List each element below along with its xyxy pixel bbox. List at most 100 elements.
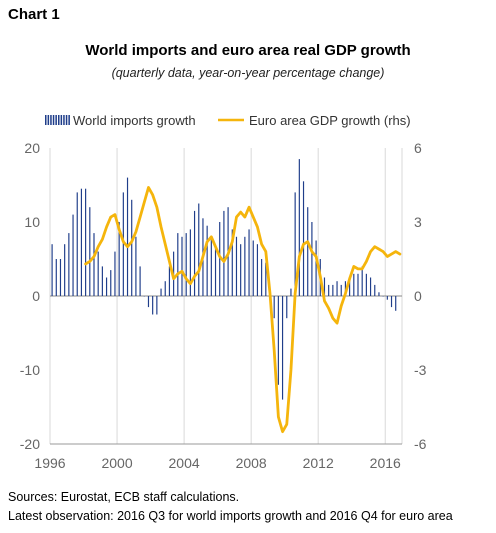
tick-labels: 20 10 0 -10 -20 6 3 0 -3 -6 1996 2000 2004 2008 2012 20…	[20, 140, 427, 471]
imports-bar	[214, 247, 217, 296]
imports-bar	[97, 251, 99, 296]
imports-bar	[198, 203, 200, 296]
legend-label-imports: World imports growth	[73, 113, 196, 128]
imports-bar	[261, 259, 263, 296]
imports-bar	[395, 296, 397, 311]
footer-note: Latest observation: 2016 Q3 for world im…	[8, 509, 453, 523]
legend-swatch-bar	[60, 115, 63, 125]
imports-bar	[302, 181, 305, 296]
imports-bar	[139, 266, 141, 296]
gdp-line-series	[84, 186, 402, 434]
imports-bar	[240, 244, 242, 296]
imports-bar	[336, 281, 338, 296]
imports-bar	[277, 296, 279, 385]
imports-bar	[315, 240, 317, 296]
imports-bar	[68, 233, 70, 296]
imports-bar	[185, 233, 187, 296]
imports-bar	[390, 296, 393, 308]
imports-bar	[93, 233, 95, 296]
imports-bar	[273, 296, 275, 319]
imports-bar	[51, 244, 53, 296]
imports-bar	[365, 273, 367, 296]
x-tick-label: 2004	[169, 455, 200, 471]
imports-bar	[143, 296, 145, 297]
footer-sources: Sources: Eurostat, ECB staff calculation…	[8, 490, 240, 504]
imports-bar	[219, 222, 221, 296]
legend-swatch-imports	[45, 115, 70, 125]
imports-bar	[118, 222, 120, 296]
imports-bar	[231, 229, 233, 296]
legend: World imports growth Euro area GDP growt…	[45, 113, 411, 128]
imports-bar	[235, 236, 238, 296]
legend-swatch-bar	[55, 115, 57, 125]
imports-bar	[369, 277, 372, 296]
legend-swatch-bar	[50, 115, 52, 125]
imports-bar	[168, 266, 171, 296]
imports-bar	[378, 292, 380, 296]
imports-bar	[332, 284, 334, 296]
imports-bar	[147, 296, 150, 308]
x-tick-label: 2000	[101, 455, 132, 471]
imports-bar	[294, 192, 296, 296]
y-tick-label-left: 10	[24, 214, 40, 230]
imports-bar	[160, 288, 162, 296]
legend-swatch-bar	[65, 115, 68, 125]
x-tick-label: 2008	[236, 455, 267, 471]
y-tick-label-left: 0	[32, 288, 40, 304]
legend-swatch-bar	[68, 115, 70, 125]
imports-bar	[256, 244, 259, 296]
imports-bar	[110, 270, 112, 296]
imports-bar	[164, 281, 166, 296]
imports-bar	[89, 207, 91, 296]
legend-item-gdp: Euro area GDP growth (rhs)	[218, 113, 411, 128]
imports-bar	[386, 296, 388, 300]
imports-bar	[361, 266, 363, 296]
x-tick-label: 2012	[303, 455, 334, 471]
imports-bar	[131, 199, 133, 296]
imports-bar	[223, 210, 225, 296]
imports-bar	[353, 273, 355, 296]
imports-bar	[55, 259, 57, 296]
y-tick-label-right: -6	[414, 436, 427, 452]
imports-bar	[328, 284, 330, 296]
legend-swatch-bar	[52, 115, 55, 125]
footer: Sources: Eurostat, ECB staff calculation…	[8, 488, 453, 526]
imports-bar	[177, 233, 179, 296]
imports-bar	[248, 229, 250, 296]
y-tick-label-right: 3	[414, 214, 422, 230]
x-tick-label: 2016	[370, 455, 401, 471]
y-tick-label-left: -20	[20, 436, 40, 452]
imports-bar	[193, 210, 196, 296]
y-tick-label-right: -3	[414, 362, 427, 378]
y-tick-label-left: 20	[24, 140, 40, 156]
imports-bar	[298, 159, 300, 296]
y-tick-label-right: 6	[414, 140, 422, 156]
imports-bar	[114, 251, 116, 296]
chart-title: World imports and euro area real GDP gro…	[85, 42, 411, 59]
legend-swatch-bar	[47, 115, 50, 125]
imports-bars	[51, 159, 397, 400]
legend-swatch-bar	[58, 115, 60, 125]
imports-bar	[307, 207, 309, 296]
imports-bar	[189, 229, 191, 296]
legend-label-gdp: Euro area GDP growth (rhs)	[249, 113, 411, 128]
chart-subtitle: (quarterly data, year-on-year percentage…	[111, 66, 385, 80]
imports-bar	[210, 236, 212, 296]
imports-bar	[80, 188, 83, 296]
imports-bar	[340, 284, 342, 296]
imports-bar	[152, 296, 154, 315]
legend-item-imports: World imports growth	[45, 113, 196, 128]
imports-bar	[382, 296, 384, 297]
x-tick-label: 1996	[34, 455, 65, 471]
legend-swatch-bar	[45, 115, 47, 125]
imports-bar	[181, 236, 183, 296]
imports-bar	[135, 236, 137, 296]
imports-bar	[76, 192, 78, 296]
imports-bar	[252, 240, 254, 296]
imports-bar	[122, 192, 124, 296]
imports-bar	[59, 259, 62, 296]
imports-bar	[206, 225, 208, 296]
imports-bar	[286, 296, 288, 319]
imports-bar	[281, 296, 284, 400]
